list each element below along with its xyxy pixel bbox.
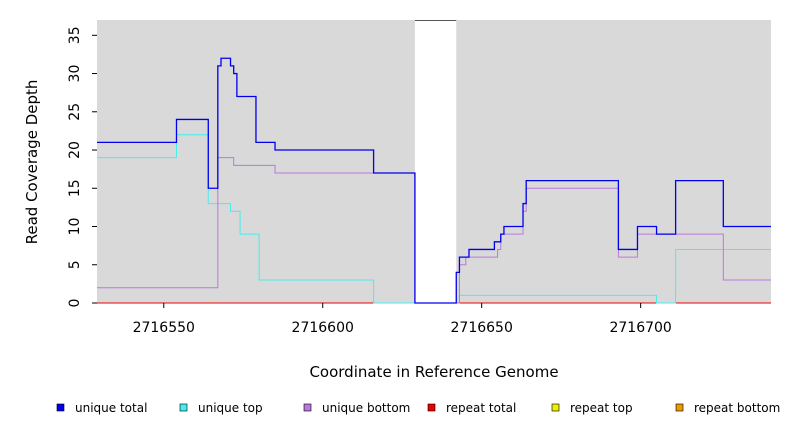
gap-region (414, 20, 457, 303)
series-line-unique-bottom (97, 157, 771, 304)
y-tick-label: 15 (67, 179, 83, 197)
y-tick-label: 30 (67, 65, 83, 83)
plot-area (97, 20, 771, 303)
legend-swatch (551, 403, 560, 412)
legend-label: repeat top (570, 401, 633, 415)
x-tick-label: 2716700 (609, 320, 671, 336)
legend-swatch (179, 403, 188, 412)
legend-swatch (427, 403, 436, 412)
legend-swatch (56, 403, 65, 412)
y-tick-label: 5 (67, 260, 83, 269)
legend-label: repeat bottom (694, 401, 780, 415)
axes: 0 5 10 15 20 25 30 35 2716550 2716600 2716650 27167… (67, 26, 672, 336)
legend-label: unique top (198, 401, 263, 415)
legend-item: repeat bottom (675, 401, 780, 415)
legend-item: unique bottom (303, 401, 410, 415)
legend-label: repeat total (446, 401, 516, 415)
x-axis-label: Coordinate in Reference Genome (309, 363, 558, 381)
series-line-unique-total (97, 57, 771, 304)
x-tick-label: 2716650 (451, 320, 513, 336)
legend-swatch (675, 403, 684, 412)
y-tick-label: 20 (67, 141, 83, 159)
y-tick-label: 10 (67, 218, 83, 236)
y-tick-label: 25 (67, 103, 83, 121)
series-layer (97, 57, 771, 304)
y-axis-label: Read Coverage Depth (23, 80, 41, 245)
legend-item: unique total (56, 401, 147, 415)
y-tick-label: 0 (67, 299, 83, 308)
y-tick-label: 35 (67, 26, 83, 44)
legend-swatch (303, 403, 312, 412)
x-tick-label: 2716600 (292, 320, 354, 336)
legend-item: unique top (179, 401, 263, 415)
x-tick-label: 2716550 (133, 320, 195, 336)
legend-label: unique total (75, 401, 147, 415)
legend-label: unique bottom (322, 401, 410, 415)
legend-item: repeat top (551, 401, 633, 415)
legend-item: repeat total (427, 401, 516, 415)
legend: unique total unique top unique bottom repea… (56, 401, 780, 415)
